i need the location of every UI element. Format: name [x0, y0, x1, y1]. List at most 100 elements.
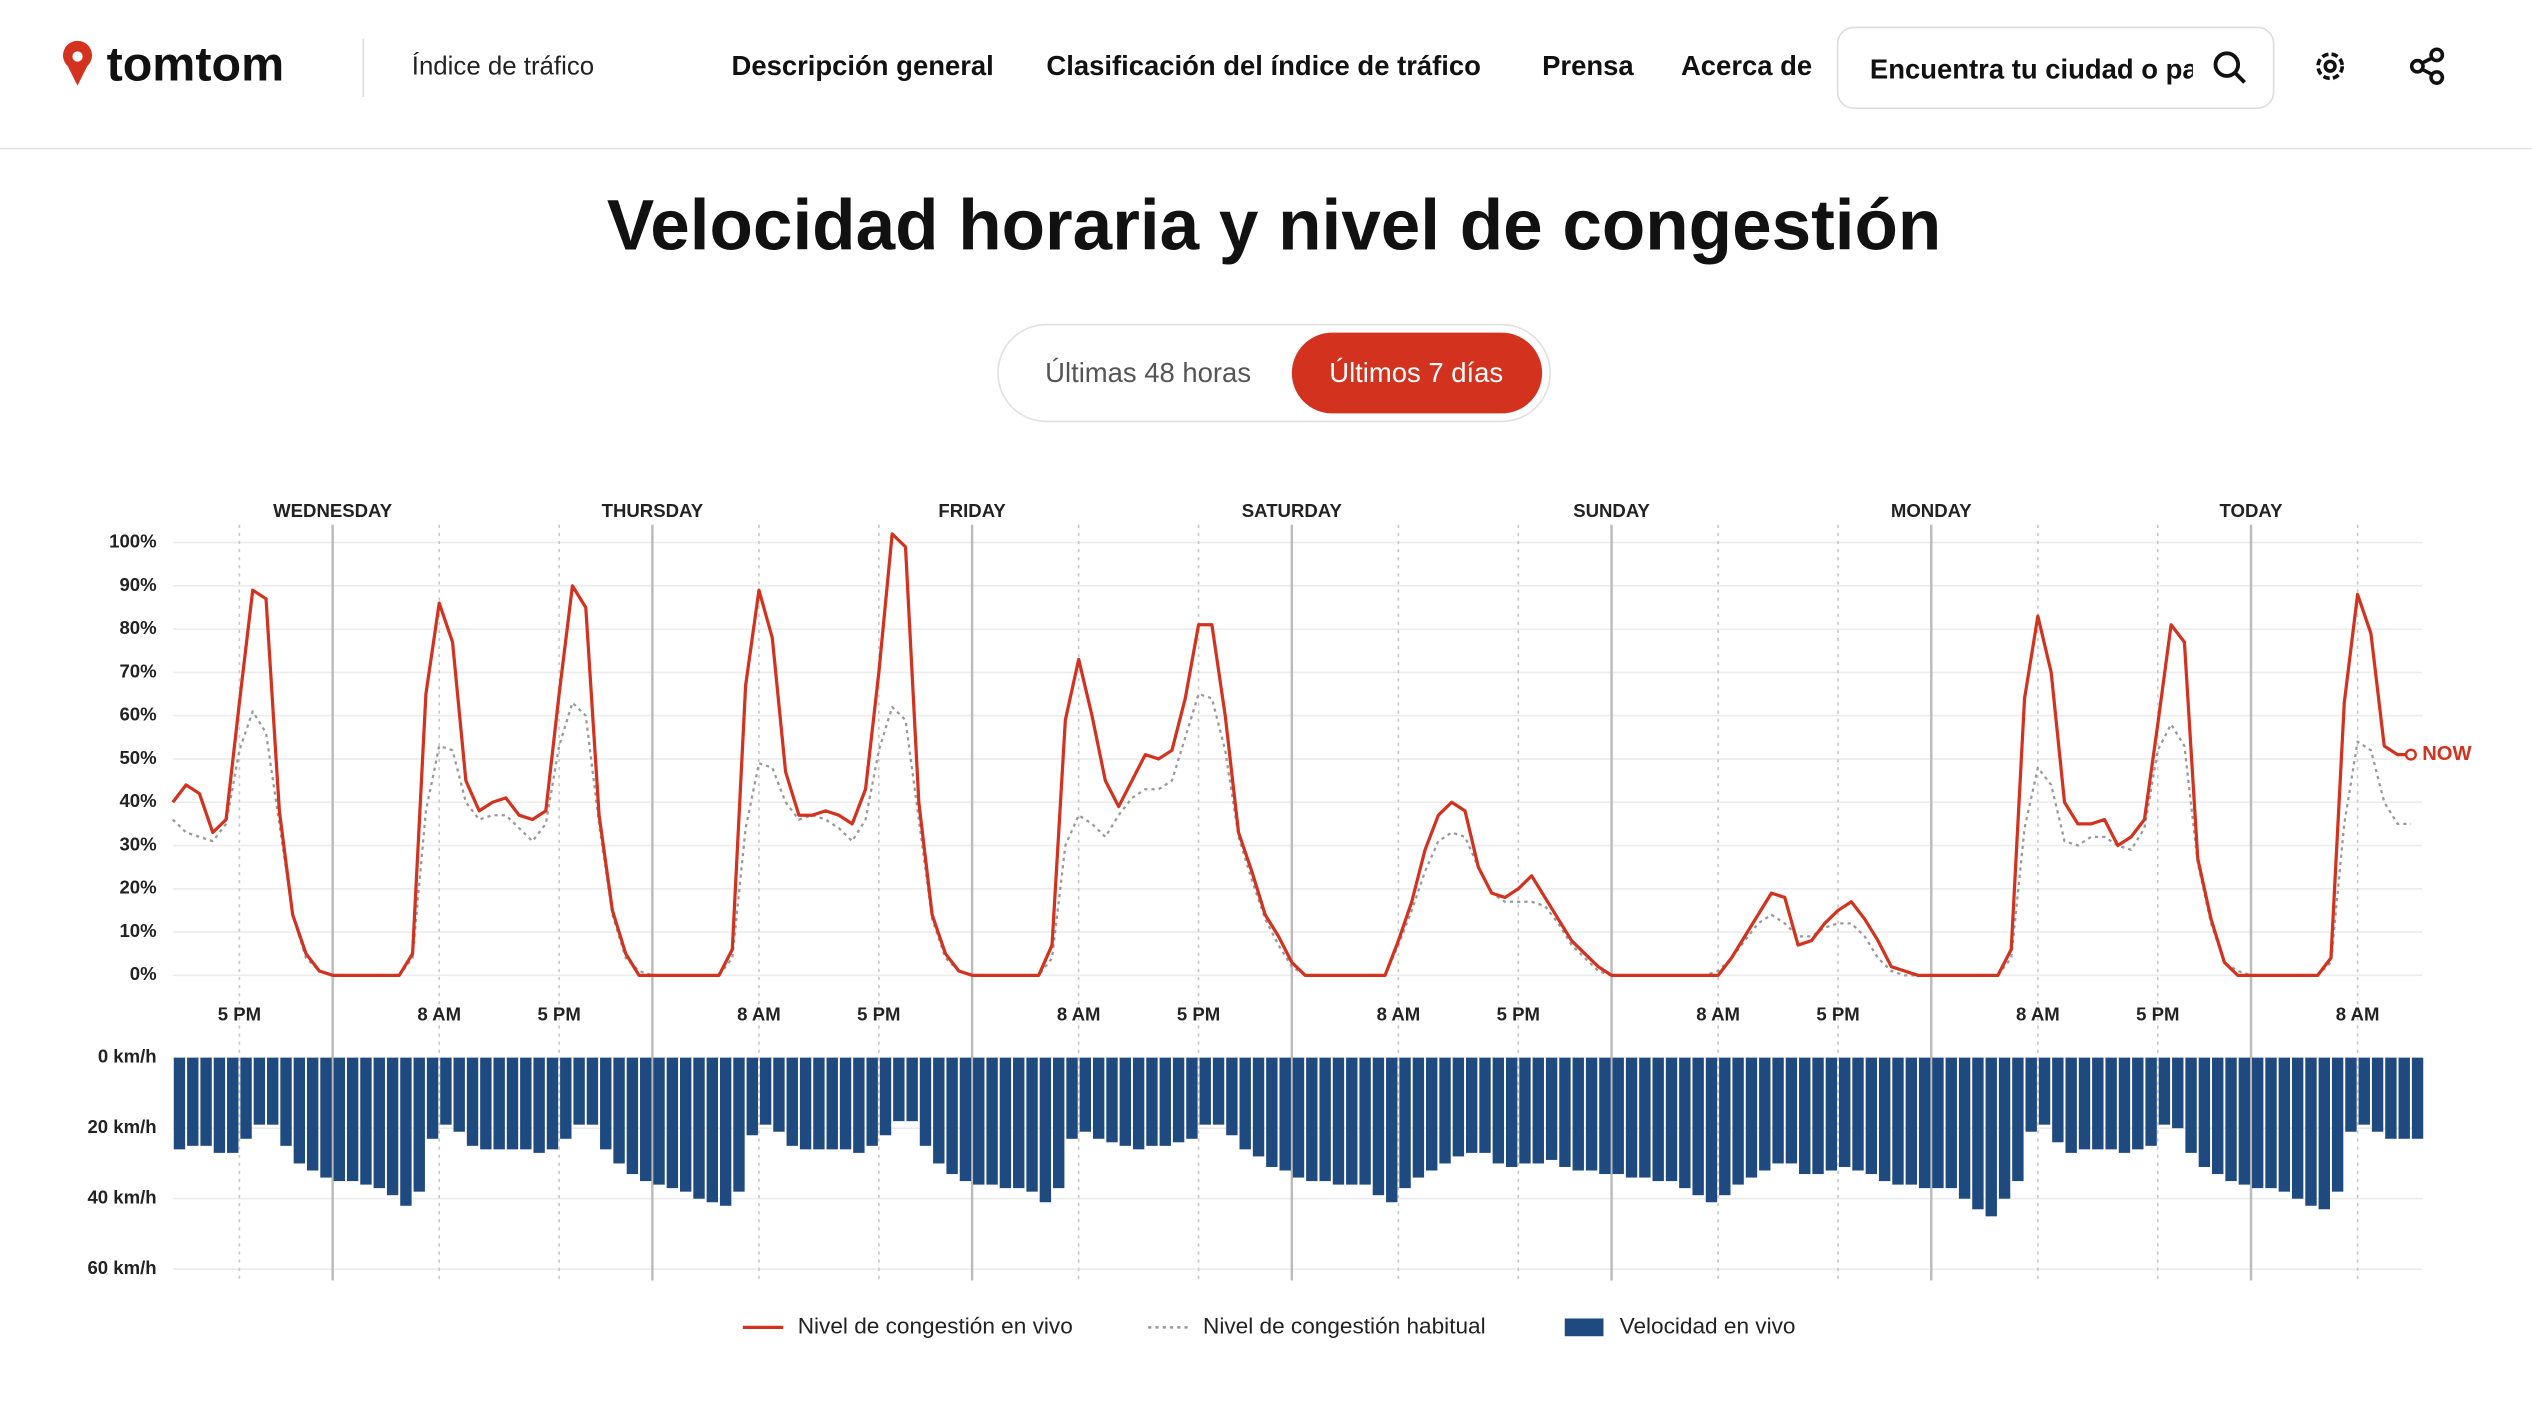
- toggle-label: Últimas 48 horas: [1045, 357, 1251, 388]
- speed-bar: [1759, 1057, 1771, 1171]
- nav-link[interactable]: Prensa: [1542, 50, 1634, 81]
- y-tick-label: 0%: [130, 963, 157, 984]
- plot-area: 0% 10% 20% 30% 40% 50% 60% 70% 80% 90% 100% 0 km/h 2…: [87, 500, 2472, 1339]
- speed-bar: [1972, 1057, 1984, 1210]
- speed-bar: [1918, 1057, 1931, 1189]
- speed-bar: [1039, 1057, 1052, 1203]
- toggle-option[interactable]: [1291, 332, 1543, 414]
- speed-bar: [1199, 1057, 1211, 1125]
- y-tick-label: 10%: [119, 920, 157, 941]
- speed-bar: [227, 1057, 239, 1153]
- y-tick-label: 60%: [119, 704, 157, 725]
- speed-bar: [1386, 1057, 1398, 1203]
- speed-bar: [2065, 1057, 2077, 1153]
- speed-bar: [613, 1057, 625, 1164]
- speed-bar: [2345, 1057, 2357, 1132]
- x-tick-label: 5 PM: [218, 1004, 261, 1025]
- series-line: [171, 532, 2411, 977]
- speed-bar: [1013, 1057, 1025, 1189]
- speed-bar: [1412, 1057, 1425, 1178]
- speed-bar: [2291, 1057, 2304, 1199]
- logo[interactable]: tomtom: [62, 38, 284, 92]
- speed-bar: [1492, 1057, 1505, 1164]
- nav-link[interactable]: Descripción general: [732, 50, 994, 81]
- y-tick-label: 20 km/h: [87, 1116, 156, 1137]
- speed-bar: [2398, 1057, 2410, 1139]
- speed-bar: [1306, 1057, 1318, 1182]
- speed-bar: [2278, 1057, 2291, 1192]
- speed-bar: [1865, 1057, 1878, 1175]
- speed-bar: [1372, 1057, 1385, 1196]
- speed-bar: [1119, 1057, 1132, 1146]
- speed-bar: [1945, 1057, 1957, 1189]
- x-tick-label: 5 PM: [1177, 1004, 1220, 1025]
- speed-bar: [2145, 1057, 2157, 1146]
- search-box[interactable]: [1836, 26, 2275, 109]
- speed-bar: [973, 1057, 985, 1185]
- share-icon[interactable]: [2409, 47, 2445, 85]
- speed-bar: [413, 1057, 425, 1192]
- speed-bar: [546, 1057, 559, 1150]
- speed-bar: [1346, 1057, 1358, 1185]
- legend-label: Nivel de congestión en vivo: [798, 1313, 1073, 1338]
- speed-bar: [1958, 1057, 1971, 1199]
- speed-bar: [253, 1057, 266, 1125]
- speed-bar: [1252, 1057, 1265, 1157]
- speed-bar: [2078, 1057, 2091, 1150]
- speed-bar: [879, 1057, 892, 1136]
- speed-bar: [1852, 1057, 1864, 1171]
- logo-pin: [62, 40, 93, 86]
- speed-bar: [2198, 1057, 2211, 1167]
- speed-bar: [1226, 1057, 1238, 1136]
- day-label: MONDAY: [1891, 500, 1972, 521]
- day-label: FRIDAY: [938, 500, 1006, 521]
- speed-bar: [626, 1057, 639, 1175]
- speed-bar: [679, 1057, 692, 1192]
- speed-bar: [1106, 1057, 1118, 1143]
- speed-bar: [666, 1057, 679, 1189]
- x-tick-label: 5 PM: [857, 1004, 900, 1025]
- speed-bar: [706, 1057, 719, 1203]
- speed-bar: [2358, 1057, 2370, 1125]
- settings-icon[interactable]: [2316, 52, 2345, 81]
- speed-bar: [2118, 1057, 2131, 1153]
- nav-link[interactable]: Clasificación del índice de tráfico: [1046, 50, 1481, 81]
- speed-bar: [1359, 1057, 1371, 1185]
- speed-bar: [2331, 1057, 2344, 1192]
- legend-label: Velocidad en vivo: [1620, 1313, 1796, 1338]
- speed-bar: [480, 1057, 492, 1150]
- day-label: WEDNESDAY: [273, 500, 393, 521]
- speed-bar: [1066, 1057, 1078, 1139]
- search-icon[interactable]: [2213, 51, 2246, 84]
- x-tick-label: 8 AM: [2336, 1004, 2380, 1025]
- y-tick-label: 100%: [109, 530, 157, 551]
- legend-swatch: [1564, 1318, 1604, 1337]
- speed-bar: [1839, 1057, 1851, 1167]
- speed-bar: [2385, 1057, 2397, 1139]
- speed-bar: [1812, 1057, 1824, 1175]
- logo-pin-hole: [72, 51, 83, 62]
- speed-bar: [893, 1057, 905, 1122]
- y-tick-label: 80%: [119, 617, 157, 638]
- speed-bar: [1479, 1057, 1491, 1153]
- x-tick-label: 8 AM: [737, 1004, 781, 1025]
- speed-bar: [1092, 1057, 1105, 1139]
- speed-bar: [1079, 1057, 1092, 1132]
- x-tick-label: 8 AM: [1377, 1004, 1421, 1025]
- speed-bar: [746, 1057, 758, 1136]
- speed-bar: [2092, 1057, 2104, 1150]
- speed-bar: [906, 1057, 918, 1122]
- day-label: SUNDAY: [1573, 500, 1650, 521]
- speed-bar: [1732, 1057, 1744, 1185]
- speed-bar: [2038, 1057, 2051, 1125]
- y-tick-label: 40%: [119, 790, 157, 811]
- nav-link[interactable]: Acerca de: [1681, 50, 1812, 81]
- speed-bar: [759, 1057, 772, 1125]
- speed-bar: [200, 1057, 212, 1146]
- speed-bar: [1212, 1057, 1225, 1125]
- x-tick-label: 8 AM: [2016, 1004, 2060, 1025]
- speed-bar: [999, 1057, 1012, 1189]
- speed-bar: [506, 1057, 519, 1150]
- speed-bar: [1705, 1057, 1718, 1203]
